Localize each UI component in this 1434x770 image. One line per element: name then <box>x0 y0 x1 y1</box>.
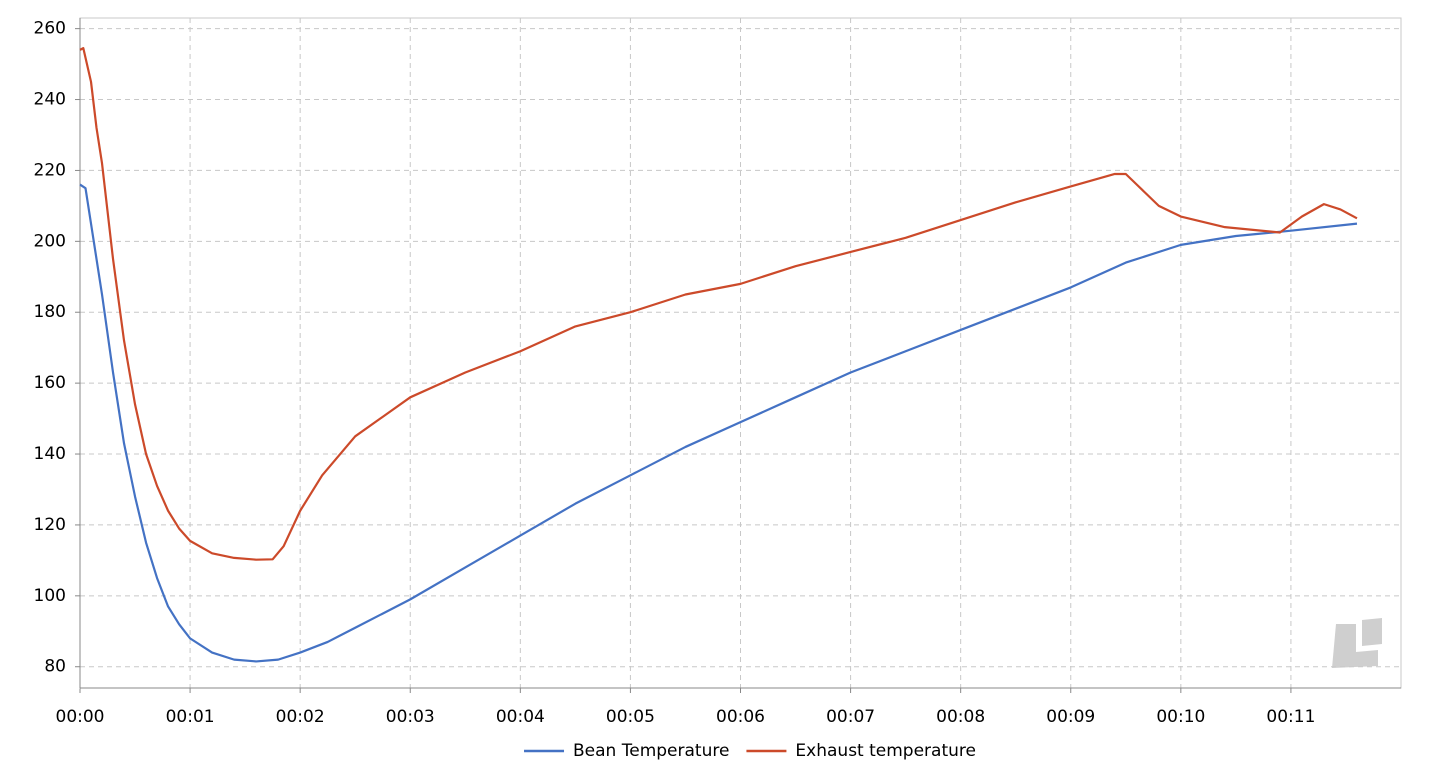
y-tick-label: 120 <box>34 515 66 535</box>
x-tick-label: 00:02 <box>276 707 325 727</box>
x-tick-label: 00:09 <box>1046 707 1095 727</box>
y-tick-label: 240 <box>34 90 66 110</box>
x-tick-label: 00:01 <box>166 707 215 727</box>
y-tick-label: 260 <box>34 19 66 39</box>
y-tick-label: 100 <box>34 586 66 606</box>
x-tick-label: 00:10 <box>1156 707 1205 727</box>
series-line <box>79 47 1358 561</box>
x-tick-label: 00:07 <box>826 707 875 727</box>
y-tick-label: 140 <box>34 444 66 464</box>
x-tick-label: 00:06 <box>716 707 765 727</box>
legend-label: Exhaust temperature <box>795 741 976 761</box>
y-tick-label: 220 <box>34 160 66 180</box>
y-tick-label: 80 <box>44 657 66 677</box>
y-tick-label: 200 <box>34 231 66 251</box>
y-tick-label: 160 <box>34 373 66 393</box>
series-line <box>79 183 1358 663</box>
watermark-logo <box>1332 618 1382 668</box>
x-tick-label: 00:05 <box>606 707 655 727</box>
x-tick-label: 00:00 <box>56 707 105 727</box>
x-tick-label: 00:04 <box>496 707 545 727</box>
legend-label: Bean Temperature <box>573 741 729 761</box>
x-tick-label: 00:03 <box>386 707 435 727</box>
x-tick-label: 00:11 <box>1266 707 1315 727</box>
x-tick-label: 00:08 <box>936 707 985 727</box>
y-tick-label: 180 <box>34 302 66 322</box>
